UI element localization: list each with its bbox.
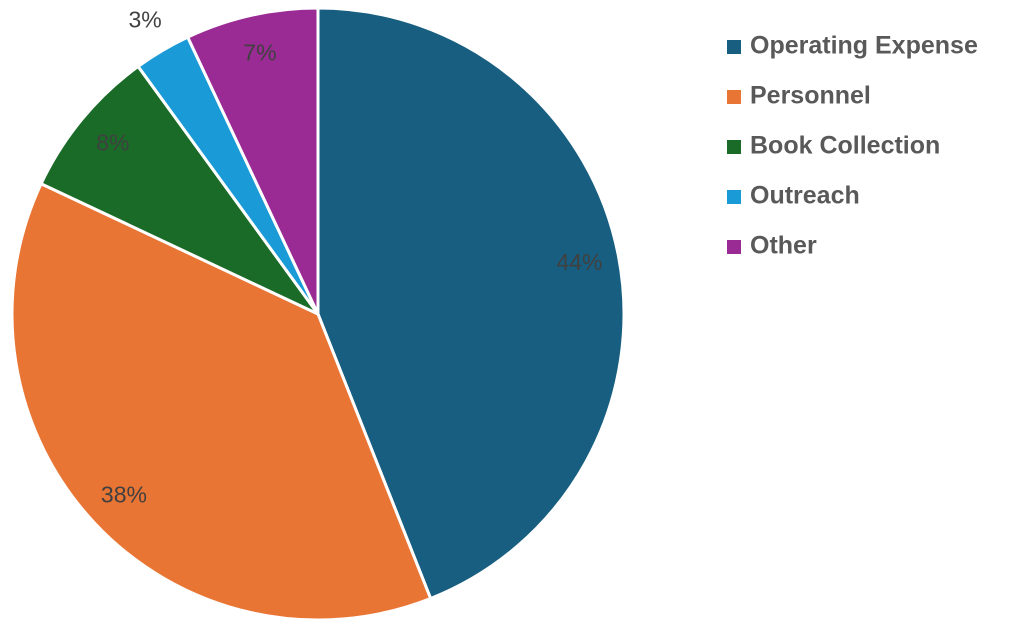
pie-slice — [39, 64, 320, 316]
pie-slice — [10, 182, 433, 622]
slice-label: 38% — [101, 481, 147, 507]
legend-swatch — [727, 40, 741, 54]
legend-swatch — [727, 240, 741, 254]
pie-slice — [316, 6, 626, 601]
legend-label: Book Collection — [750, 132, 940, 160]
legend-swatch — [727, 140, 741, 154]
legend-label: Operating Expense — [750, 32, 978, 60]
legend-swatch — [727, 90, 741, 104]
legend-swatch — [727, 190, 741, 204]
slice-label: 8% — [96, 129, 129, 155]
legend-label: Personnel — [750, 82, 871, 110]
legend-label: Other — [750, 232, 817, 260]
legend-label: Outreach — [750, 182, 860, 210]
pie-slice — [186, 6, 320, 316]
slice-label: 7% — [243, 39, 276, 65]
slice-label: 44% — [556, 249, 602, 275]
slice-label: 3% — [128, 7, 161, 33]
